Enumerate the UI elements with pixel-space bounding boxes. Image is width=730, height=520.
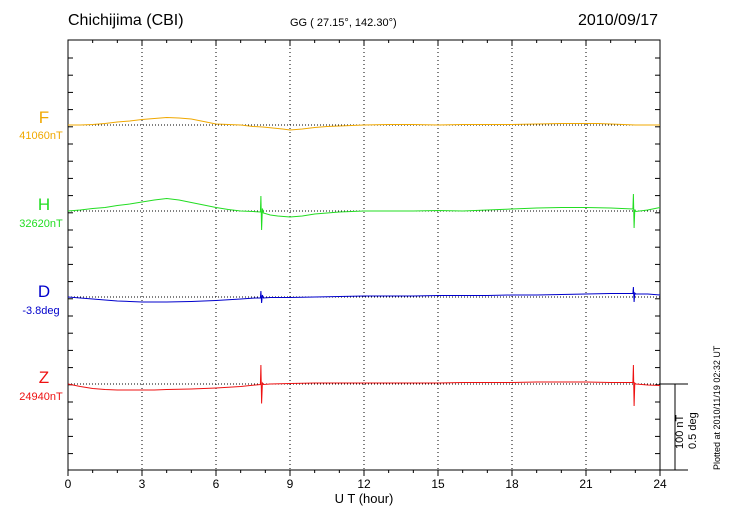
x-tick-label: 18	[505, 477, 519, 491]
x-tick-label: 24	[653, 477, 667, 491]
x-axis-label: U T (hour)	[335, 491, 394, 506]
series-label-z: Z	[38, 368, 50, 387]
x-tick-label: 0	[65, 477, 72, 491]
plot-date: 2010/09/17	[578, 12, 659, 29]
series-baseline-z: 24940nT	[19, 391, 63, 403]
station-coordinates: GG ( 27.15°, 142.30°)	[290, 17, 397, 29]
series-label-f: F	[38, 108, 50, 127]
x-tick-label: 21	[579, 477, 593, 491]
series-line-d	[67, 286, 661, 304]
x-tick-label: 6	[213, 477, 220, 491]
scale-bar-label-nt: 100 nT	[674, 414, 686, 449]
series-line-f	[68, 116, 660, 131]
series-baseline-d: -3.8deg	[22, 305, 60, 317]
x-tick-label: 15	[431, 477, 445, 491]
x-tick-label: 12	[357, 477, 371, 491]
x-tick-label: 9	[287, 477, 294, 491]
station-title: Chichijima (CBI)	[68, 12, 184, 29]
series-baseline-f: 41060nT	[19, 130, 63, 142]
series-line-z	[67, 364, 661, 407]
series-line-h	[67, 193, 661, 231]
series-label-h: H	[37, 195, 51, 214]
x-tick-label: 3	[139, 477, 146, 491]
series-label-d: D	[37, 282, 51, 301]
scale-bar-label-deg: 0.5 deg	[687, 412, 699, 449]
plotted-timestamp: Plotted at 2010/11/19 02:32 UT	[712, 345, 722, 470]
series-baseline-h: 32620nT	[19, 218, 63, 230]
